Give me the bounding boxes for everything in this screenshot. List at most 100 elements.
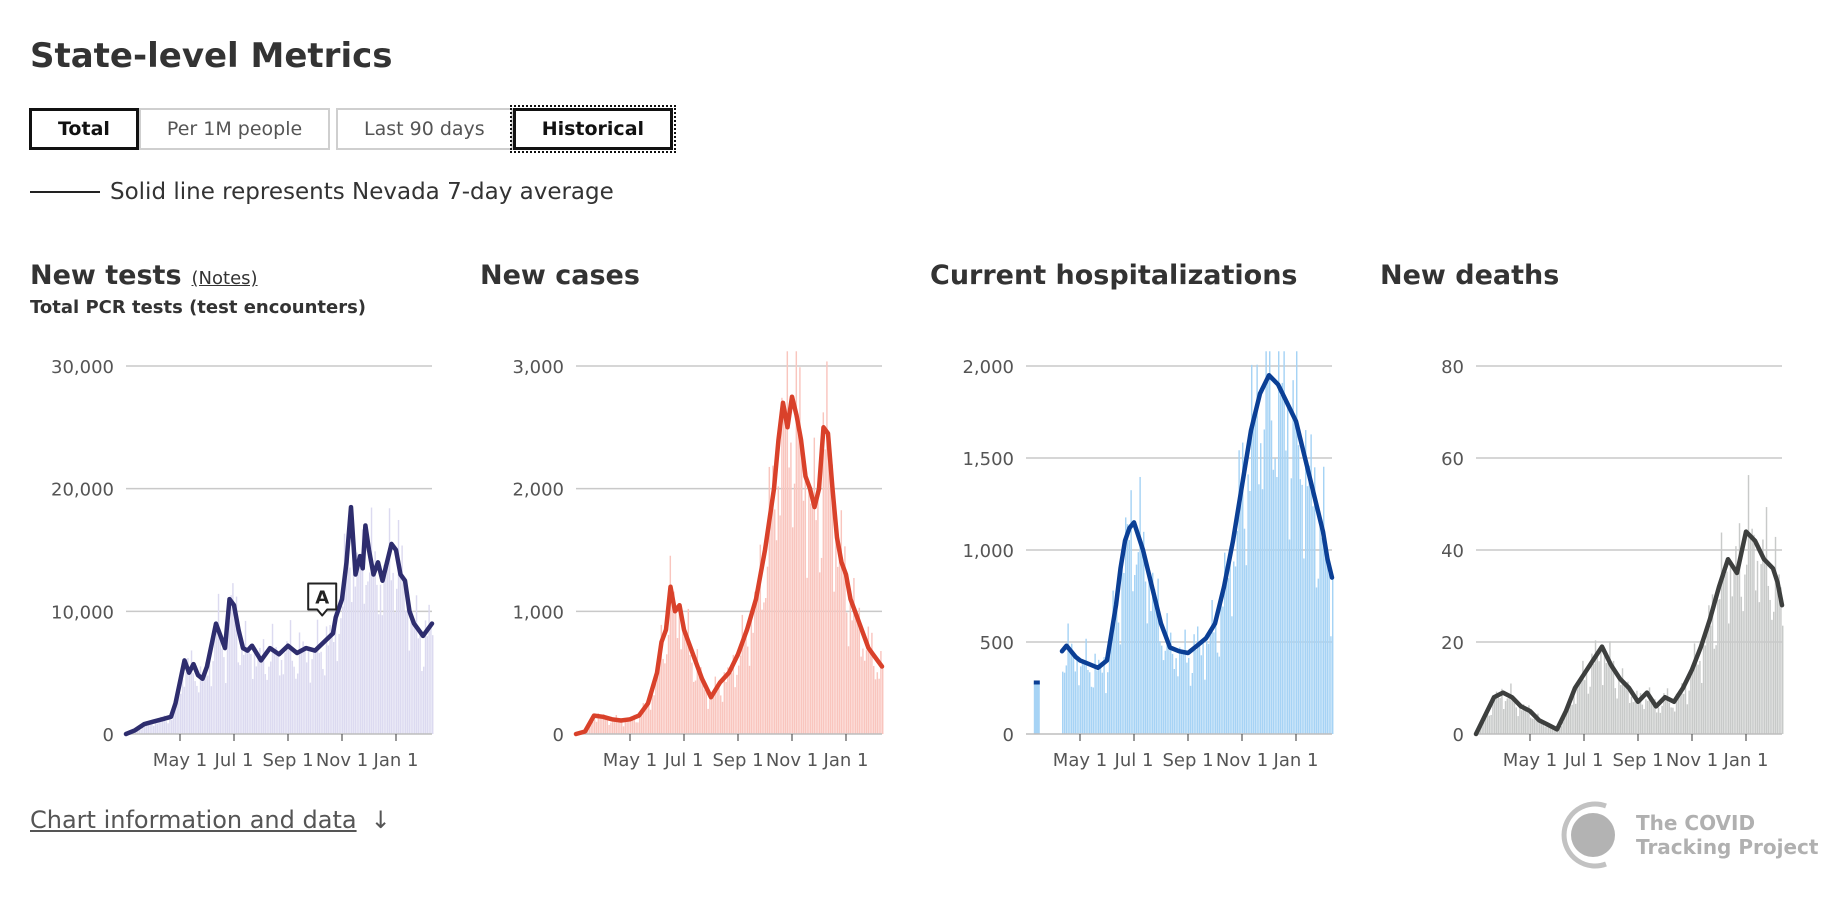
historical-toggle-button[interactable]: Historical <box>509 105 677 153</box>
cases-daily-bar <box>705 683 708 734</box>
last-90-days-toggle-button[interactable]: Last 90 days <box>336 108 513 150</box>
cases-daily-bar <box>660 624 663 734</box>
deaths-daily-bar <box>1494 699 1496 734</box>
cases-daily-bar <box>709 699 711 734</box>
cases-daily-bar <box>689 654 691 734</box>
chart-info-section: Chart information and data ↓ <box>30 806 391 834</box>
hospitalizations-daily-bar <box>1314 467 1316 734</box>
deaths-daily-bar <box>1558 727 1561 734</box>
deaths-xtick-label: Jan 1 <box>1723 750 1769 771</box>
deaths-daily-bar <box>1501 688 1503 734</box>
tests-daily-bar <box>221 648 223 734</box>
tests-daily-bar <box>250 653 252 734</box>
deaths-daily-bar <box>1679 692 1681 734</box>
deaths-daily-bar <box>1647 700 1649 734</box>
tests-daily-bar <box>246 650 249 734</box>
tests-daily-bar <box>297 673 299 734</box>
deaths-daily-bar <box>1652 700 1654 734</box>
hospitalizations-daily-bar <box>1306 486 1309 734</box>
tests-daily-bar <box>298 632 301 734</box>
deaths-daily-bar <box>1526 709 1528 734</box>
cases-daily-bar <box>741 614 744 734</box>
chart-info-link[interactable]: Chart information and data <box>30 806 357 834</box>
tests-daily-bar <box>315 651 317 734</box>
cases-daily-bar <box>882 667 884 734</box>
tests-daily-bar <box>414 623 416 734</box>
deaths-daily-bar <box>1551 726 1554 734</box>
hospitalizations-daily-bar <box>1299 479 1302 734</box>
hospitalizations-xtick-label: Jul 1 <box>1114 750 1154 771</box>
tests-notes-link[interactable]: (Notes) <box>191 268 258 289</box>
tests-daily-bar <box>385 566 387 734</box>
deaths-daily-bar <box>1513 697 1516 734</box>
per-1m-people-toggle-button[interactable]: Per 1M people <box>138 108 331 150</box>
cases-daily-bar <box>795 351 798 734</box>
tests-daily-bar <box>313 650 315 734</box>
cases-daily-bar <box>799 367 801 734</box>
deaths-daily-bar <box>1704 645 1707 734</box>
hospitalizations-daily-bar <box>1317 578 1320 734</box>
hospitalizations-daily-bar <box>1126 524 1129 734</box>
deaths-daily-bar <box>1562 721 1564 734</box>
cases-daily-bar <box>608 724 610 734</box>
deaths-daily-bar <box>1506 698 1509 734</box>
tests-daily-bar <box>262 639 265 734</box>
deaths-daily-bar <box>1681 683 1683 734</box>
hospitalizations-daily-bar <box>1303 558 1305 734</box>
cases-daily-bar <box>696 649 699 734</box>
deaths-daily-bar <box>1567 701 1570 734</box>
deaths-daily-bar <box>1553 727 1555 734</box>
deaths-daily-bar <box>1620 684 1622 734</box>
deaths-daily-bar <box>1666 688 1669 734</box>
deaths-daily-bar <box>1726 571 1728 734</box>
hospitalizations-daily-bar <box>1153 589 1156 734</box>
tests-daily-bar <box>286 641 288 734</box>
cases-daily-bar <box>664 663 666 734</box>
deaths-daily-bar <box>1661 705 1663 734</box>
tests-daily-bar <box>255 666 258 734</box>
cases-daily-bar <box>698 671 700 734</box>
tests-daily-bar <box>280 659 283 734</box>
deaths-daily-bar <box>1715 645 1717 734</box>
deaths-daily-bar <box>1746 564 1748 734</box>
tests-daily-bar <box>293 666 295 734</box>
deaths-average-line <box>1473 529 1785 737</box>
deaths-daily-bar <box>1778 574 1780 734</box>
total-toggle-button[interactable]: Total <box>29 108 139 150</box>
deaths-daily-bar <box>1639 693 1642 734</box>
deaths-daily-bar <box>1540 719 1543 734</box>
tests-chart-title: New tests (Notes) <box>30 260 258 291</box>
cases-daily-bar <box>628 719 630 734</box>
cases-daily-bar <box>712 695 715 734</box>
deaths-daily-bar <box>1549 725 1552 734</box>
hospitalizations-daily-bar <box>1270 420 1273 734</box>
deaths-daily-bar <box>1699 660 1701 734</box>
hospitalizations-average-line <box>1059 372 1335 671</box>
tests-daily-bar <box>370 507 373 734</box>
cases-daily-bar <box>601 715 603 734</box>
hospitalizations-daily-bar <box>1162 660 1165 734</box>
tests-daily-bar <box>185 672 187 734</box>
deaths-daily-bar <box>1627 681 1629 734</box>
cases-daily-bar <box>691 662 693 734</box>
cases-daily-bar <box>826 361 828 734</box>
hospitalizations-daily-bar <box>1234 566 1237 734</box>
deaths-daily-bar <box>1497 693 1500 734</box>
cases-daily-bar <box>658 661 661 734</box>
cases-daily-bar <box>790 442 792 734</box>
deaths-daily-bar <box>1706 627 1708 734</box>
deaths-daily-bar <box>1776 583 1779 734</box>
deaths-daily-bar <box>1585 672 1588 734</box>
tests-average-line <box>123 504 435 737</box>
tests-xtick-label: Jul 1 <box>214 750 254 771</box>
hospitalizations-daily-bar <box>1229 546 1231 734</box>
deaths-daily-bar <box>1614 688 1617 734</box>
deaths-daily-bar <box>1485 716 1487 734</box>
deaths-daily-bar <box>1503 709 1505 734</box>
hospitalizations-daily-bar <box>1233 561 1235 734</box>
deaths-daily-bar <box>1765 507 1768 734</box>
hospitalizations-daily-bar <box>1148 579 1150 734</box>
tests-daily-bar <box>428 604 430 734</box>
hospitalizations-daily-bar <box>1274 458 1276 734</box>
